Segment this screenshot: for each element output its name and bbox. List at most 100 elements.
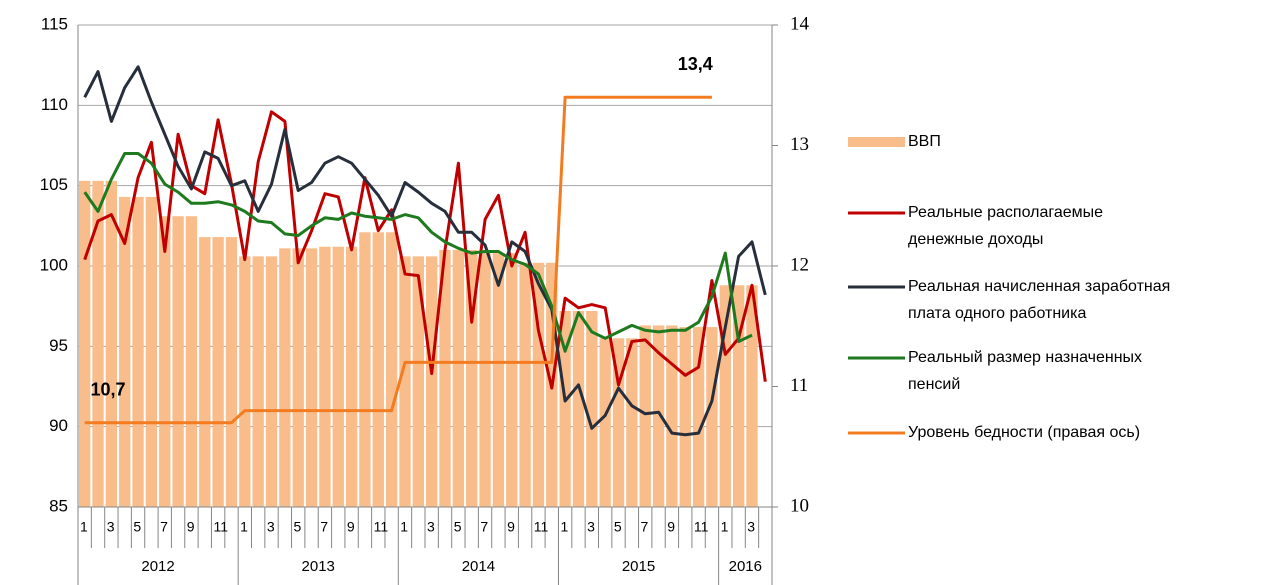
bar bbox=[572, 310, 585, 507]
data-label: 10,7 bbox=[90, 379, 125, 399]
bar bbox=[532, 262, 545, 507]
bar bbox=[332, 246, 344, 507]
year-label: 2012 bbox=[141, 558, 174, 575]
bar bbox=[239, 256, 251, 507]
bar bbox=[626, 338, 638, 507]
x-tick-label: 9 bbox=[507, 519, 515, 535]
x-tick-label: 9 bbox=[347, 519, 355, 535]
year-label: 2015 bbox=[622, 558, 655, 575]
x-tick-label: 3 bbox=[747, 519, 755, 535]
y-tick-label: 90 bbox=[49, 416, 68, 435]
bar bbox=[92, 180, 104, 507]
x-tick-label: 11 bbox=[534, 519, 549, 535]
bar bbox=[212, 237, 224, 507]
bar bbox=[586, 310, 598, 507]
x-tick-label: 1 bbox=[560, 519, 568, 535]
x-tick-label: 7 bbox=[160, 519, 168, 535]
bar bbox=[746, 285, 758, 507]
legend-label: Реальные располагаемые денежные доходы bbox=[908, 204, 1104, 248]
y2-tick-label: 13 bbox=[790, 134, 809, 155]
y-tick-label: 95 bbox=[49, 336, 68, 355]
bar bbox=[265, 256, 278, 507]
x-tick-label: 9 bbox=[187, 519, 195, 535]
bar bbox=[172, 216, 184, 507]
bar bbox=[359, 232, 371, 507]
line-series bbox=[83, 65, 767, 437]
bar bbox=[225, 237, 238, 507]
bar bbox=[105, 180, 118, 507]
legend-label: Реальная начисленная заработная плата од… bbox=[908, 278, 1171, 322]
bar bbox=[145, 196, 158, 507]
bar bbox=[385, 232, 398, 507]
bar bbox=[639, 325, 651, 507]
bar bbox=[719, 285, 731, 507]
bar bbox=[466, 249, 478, 507]
x-tick-label: 5 bbox=[294, 519, 302, 535]
x-tick-label: 5 bbox=[133, 519, 141, 535]
y-tick-label: 115 bbox=[41, 14, 68, 33]
legend-label: ВВП bbox=[908, 133, 941, 150]
bar bbox=[159, 216, 171, 507]
bar bbox=[732, 285, 745, 507]
bar bbox=[345, 246, 358, 507]
x-tick-label: 1 bbox=[80, 519, 88, 535]
bar bbox=[559, 310, 571, 507]
legend-label: Реальный размер назначенных пенсий bbox=[908, 349, 1143, 393]
bar bbox=[599, 338, 611, 507]
x-tick-label: 3 bbox=[267, 519, 275, 535]
bar bbox=[399, 256, 411, 507]
x-tick-label: 7 bbox=[320, 519, 328, 535]
year-label: 2014 bbox=[462, 558, 495, 575]
bar bbox=[119, 196, 131, 507]
bar bbox=[666, 325, 678, 507]
bar bbox=[679, 327, 691, 507]
bar bbox=[185, 216, 198, 507]
line-series bbox=[83, 110, 767, 390]
x-tick-label: 1 bbox=[400, 519, 408, 535]
bar bbox=[412, 256, 424, 507]
legend-label: Уровень бедности (правая ось) bbox=[908, 424, 1141, 441]
x-tick-label: 1 bbox=[240, 519, 248, 535]
bar bbox=[706, 327, 718, 507]
x-tick-label: 11 bbox=[694, 519, 709, 535]
y-tick-label: 105 bbox=[40, 175, 68, 194]
year-label: 2016 bbox=[729, 558, 762, 575]
y2-tick-label: 14 bbox=[790, 13, 810, 34]
x-tick-label: 11 bbox=[213, 519, 228, 535]
bar bbox=[652, 325, 665, 507]
bar bbox=[692, 327, 705, 507]
bar bbox=[305, 248, 318, 507]
x-tick-label: 3 bbox=[427, 519, 435, 535]
y-tick-label: 85 bbox=[49, 496, 68, 515]
bar bbox=[252, 256, 264, 507]
y-tick-label: 110 bbox=[41, 95, 68, 114]
bar bbox=[279, 248, 291, 507]
bar bbox=[479, 253, 491, 507]
x-tick-label: 5 bbox=[454, 519, 462, 535]
bar bbox=[79, 180, 91, 507]
bar bbox=[319, 246, 331, 507]
bar bbox=[506, 253, 518, 507]
y2-tick-label: 12 bbox=[790, 254, 809, 275]
bar bbox=[372, 232, 384, 507]
x-tick-label: 11 bbox=[374, 519, 389, 535]
bar bbox=[426, 256, 438, 507]
bar bbox=[612, 338, 625, 507]
bar bbox=[292, 248, 304, 507]
bar bbox=[439, 249, 451, 507]
x-tick-label: 3 bbox=[587, 519, 595, 535]
x-tick-label: 5 bbox=[614, 519, 622, 535]
bar bbox=[452, 249, 465, 507]
x-tick-label: 1 bbox=[721, 519, 729, 535]
y-tick-label: 100 bbox=[40, 255, 68, 274]
bar bbox=[519, 262, 531, 507]
y2-tick-label: 10 bbox=[790, 495, 809, 516]
data-label: 13,4 bbox=[678, 54, 713, 74]
line-series bbox=[84, 95, 712, 425]
bar bbox=[132, 196, 144, 507]
y2-tick-label: 11 bbox=[790, 375, 808, 396]
x-tick-label: 3 bbox=[107, 519, 115, 535]
legend-swatch bbox=[848, 137, 905, 147]
x-tick-label: 9 bbox=[667, 519, 675, 535]
